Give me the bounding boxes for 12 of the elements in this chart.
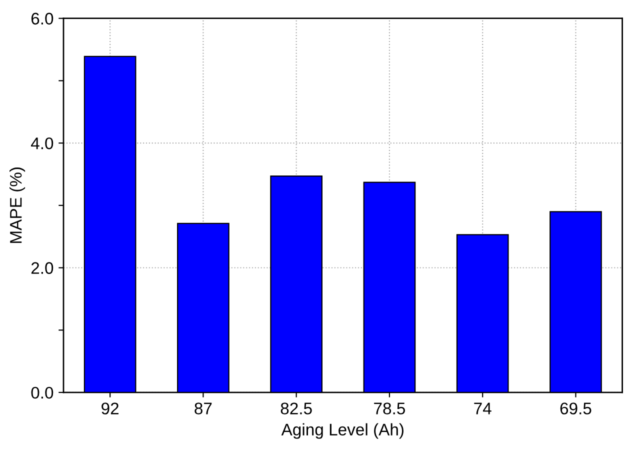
x-tick-label: 74 <box>474 402 492 414</box>
y-tick-label: 0.0 <box>31 386 54 399</box>
x-tick-label: 92 <box>102 402 118 414</box>
y-tick-label: 6.0 <box>31 12 54 25</box>
x-tick-label: 69.5 <box>560 402 592 414</box>
y-axis-title: MAPE (%) <box>10 168 26 243</box>
x-tick-label: 82.5 <box>280 402 312 414</box>
y-tick-label: 4.0 <box>30 137 54 150</box>
x-axis-title: Aging Level (Ah) <box>281 423 404 439</box>
x-tick-label: 78.5 <box>374 402 405 414</box>
x-tick-label: 87 <box>194 402 212 414</box>
y-tick-label: 2.0 <box>31 262 54 274</box>
